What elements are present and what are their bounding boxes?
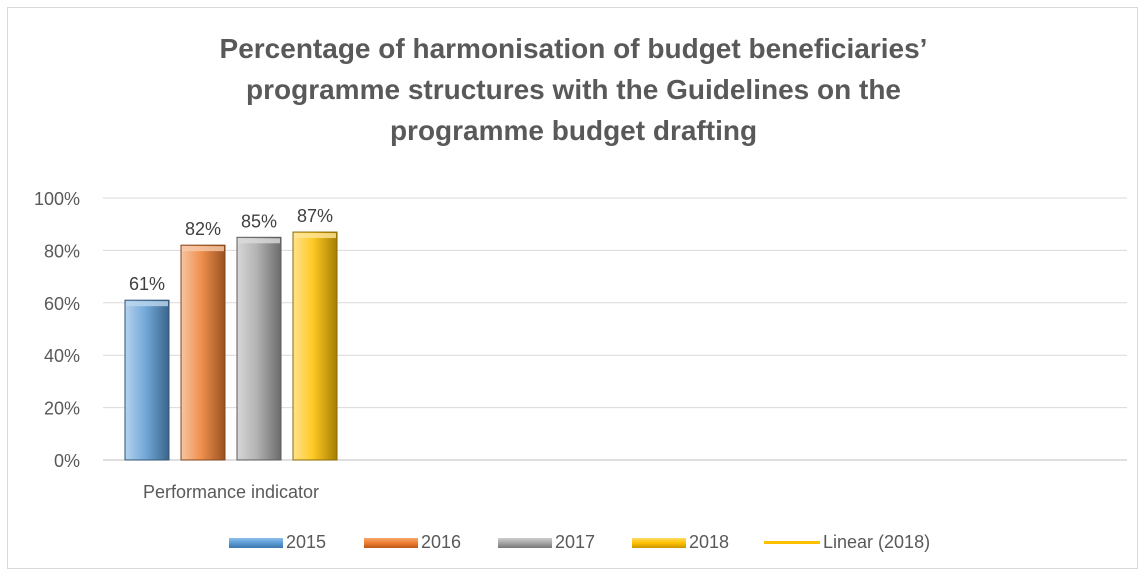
legend-item-2015: 2015	[229, 532, 326, 553]
data-label-2017: 85%	[241, 211, 277, 231]
data-label-2016: 82%	[185, 219, 221, 239]
legend-item-2018: 2018	[632, 532, 729, 553]
y-tick-label: 60%	[44, 294, 80, 314]
data-label-2018: 87%	[297, 206, 333, 226]
y-tick-label: 0%	[54, 451, 80, 471]
bar-bevel-2018	[294, 233, 336, 239]
y-tick-label: 100%	[34, 189, 80, 209]
legend-swatch-2017	[498, 537, 552, 548]
bar-2016	[180, 244, 226, 461]
legend-label-2017: 2017	[555, 532, 596, 552]
bar-2018	[292, 231, 338, 461]
legend-label-2015: 2015	[286, 532, 327, 552]
chart-title: Percentage of harmonisation of budget be…	[0, 28, 1147, 151]
chart-legend: 2015 2016 2017 2018 Linear (2018)	[0, 532, 1147, 556]
legend-label-2016: 2016	[421, 532, 462, 552]
chart-title-line-2: programme structures with the Guidelines…	[246, 74, 901, 105]
chart-title-line-3: programme budget drafting	[389, 115, 758, 146]
legend-item-2016: 2016	[364, 532, 461, 553]
legend-label-trendline: Linear (2018)	[823, 532, 931, 552]
legend-swatch-2015	[229, 537, 283, 548]
legend-trendline-swatch	[764, 541, 820, 544]
chart-title-line-1: Percentage of harmonisation of budget be…	[219, 33, 928, 64]
legend-swatch-2018	[632, 537, 686, 548]
legend-item-trendline: Linear (2018)	[764, 532, 930, 553]
legend-item-2017: 2017	[498, 532, 595, 553]
bar-bevel-2015	[126, 301, 168, 307]
y-tick-label: 20%	[44, 399, 80, 419]
bar-bevel-2016	[182, 246, 224, 252]
bar-bevel-2017	[238, 238, 280, 244]
bar-2015	[124, 299, 170, 461]
y-tick-label: 80%	[44, 241, 80, 261]
y-tick-label: 40%	[44, 346, 80, 366]
legend-swatch-2016	[364, 537, 418, 548]
data-label-2015: 61%	[129, 274, 165, 294]
x-category-label: Performance indicator	[143, 482, 319, 502]
bar-2017	[236, 236, 282, 461]
legend-label-2018: 2018	[689, 532, 730, 552]
